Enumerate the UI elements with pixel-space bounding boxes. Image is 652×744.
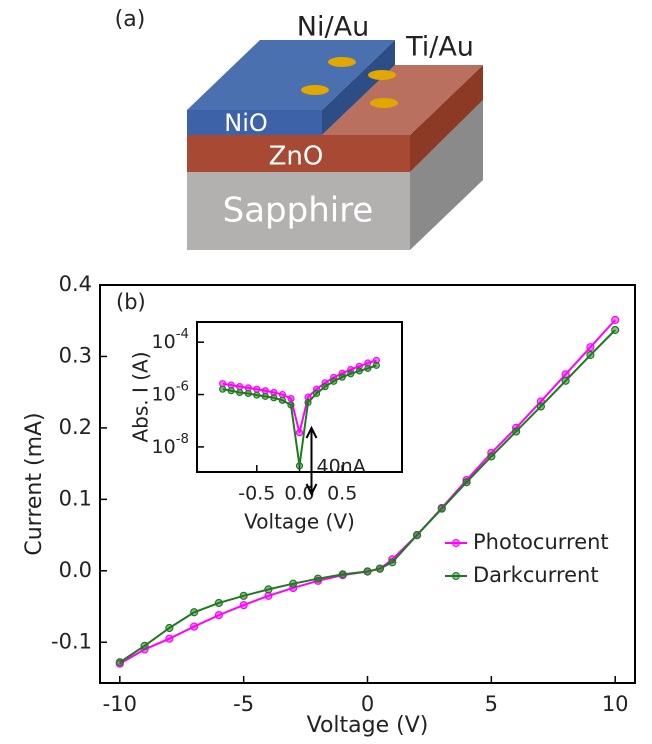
data-point xyxy=(215,599,222,606)
contact xyxy=(368,70,396,80)
data-point xyxy=(314,575,321,582)
panel-label: (a) xyxy=(115,7,146,32)
data-point xyxy=(288,396,294,402)
data-point xyxy=(364,568,371,575)
data-point xyxy=(612,317,619,324)
x-tick-label: -10 xyxy=(103,692,137,716)
data-point xyxy=(331,378,337,384)
data-point xyxy=(488,453,495,460)
inset-background xyxy=(197,322,402,472)
legend-label: Photocurrent xyxy=(473,530,609,554)
data-point xyxy=(254,386,260,392)
data-point xyxy=(612,327,619,334)
x-tick-label: 0.5 xyxy=(327,483,357,505)
layer-label: Sapphire xyxy=(223,191,374,231)
panel-label: (b) xyxy=(116,290,146,314)
data-point xyxy=(389,559,396,566)
y-tick-label: 10-4 xyxy=(152,327,189,353)
y-axis-label: Current (mA) xyxy=(22,412,47,555)
data-point xyxy=(237,384,243,390)
data-point xyxy=(339,571,346,578)
layer-label: ZnO xyxy=(269,142,324,172)
data-point xyxy=(513,428,520,435)
data-point xyxy=(314,390,320,396)
contact xyxy=(301,85,329,95)
data-point xyxy=(220,386,226,392)
y-tick-label: 0.2 xyxy=(59,415,92,439)
data-point xyxy=(373,362,379,368)
data-point xyxy=(237,389,243,395)
y-tick-label: 0.4 xyxy=(59,272,92,296)
x-tick-label: -0.5 xyxy=(238,483,275,505)
data-point xyxy=(228,388,234,394)
data-point xyxy=(240,602,247,609)
y-tick-label: 10-6 xyxy=(152,380,189,406)
data-point xyxy=(463,479,470,486)
data-point xyxy=(365,365,371,371)
data-point xyxy=(339,374,345,380)
y-tick-label: -0.1 xyxy=(51,629,92,653)
x-tick-label: 10 xyxy=(602,692,629,716)
data-point xyxy=(166,624,173,631)
y-tick-label: 0.1 xyxy=(59,486,92,510)
x-axis-label: Voltage (V) xyxy=(307,713,429,738)
data-point xyxy=(262,393,268,399)
data-point xyxy=(587,344,594,351)
data-point xyxy=(297,430,303,436)
data-point xyxy=(305,399,311,405)
data-point xyxy=(297,463,303,469)
legend-label: Darkcurrent xyxy=(473,563,599,587)
data-point xyxy=(141,642,148,649)
legend-marker xyxy=(453,573,460,580)
x-tick-label: -5 xyxy=(233,692,254,716)
layer-label: NiO xyxy=(224,109,268,137)
y-tick-label: 0.3 xyxy=(59,343,92,367)
data-point xyxy=(191,609,198,616)
legend-marker xyxy=(453,540,460,547)
data-point xyxy=(265,586,272,593)
data-point xyxy=(116,659,123,666)
contact xyxy=(328,57,356,67)
data-point xyxy=(290,580,297,587)
x-tick-label: 5 xyxy=(485,692,498,716)
data-point xyxy=(322,384,328,390)
data-point xyxy=(166,635,173,642)
data-point xyxy=(288,402,294,408)
data-point xyxy=(348,371,354,377)
data-point xyxy=(271,395,277,401)
annotation: 40nA xyxy=(317,456,366,478)
data-point xyxy=(562,377,569,384)
data-point xyxy=(254,392,260,398)
data-point xyxy=(279,392,285,398)
data-point xyxy=(245,390,251,396)
device-diagram: (a) Ni/Au Ti/Au NiO ZnO Sapphire xyxy=(115,7,483,250)
data-point xyxy=(191,623,198,630)
contact xyxy=(370,98,398,108)
x-axis-label: Voltage (V) xyxy=(244,510,355,534)
data-point xyxy=(279,397,285,403)
data-point xyxy=(537,403,544,410)
x-tick-label: 0.0 xyxy=(284,483,314,505)
figure: (a) Ni/Au Ti/Au NiO ZnO Sapphire -10-505… xyxy=(0,0,652,744)
data-point xyxy=(240,592,247,599)
y-tick-label: 0.0 xyxy=(59,558,92,582)
data-point xyxy=(438,505,445,512)
contact-label: Ni/Au xyxy=(297,12,369,43)
y-tick-label: 10-8 xyxy=(152,432,189,458)
data-point xyxy=(376,565,383,572)
data-point xyxy=(414,532,421,539)
data-point xyxy=(215,612,222,619)
data-point xyxy=(587,352,594,359)
data-point xyxy=(356,368,362,374)
contact-label: Ti/Au xyxy=(405,32,474,63)
y-axis-label: Abs. I (A) xyxy=(129,351,153,442)
